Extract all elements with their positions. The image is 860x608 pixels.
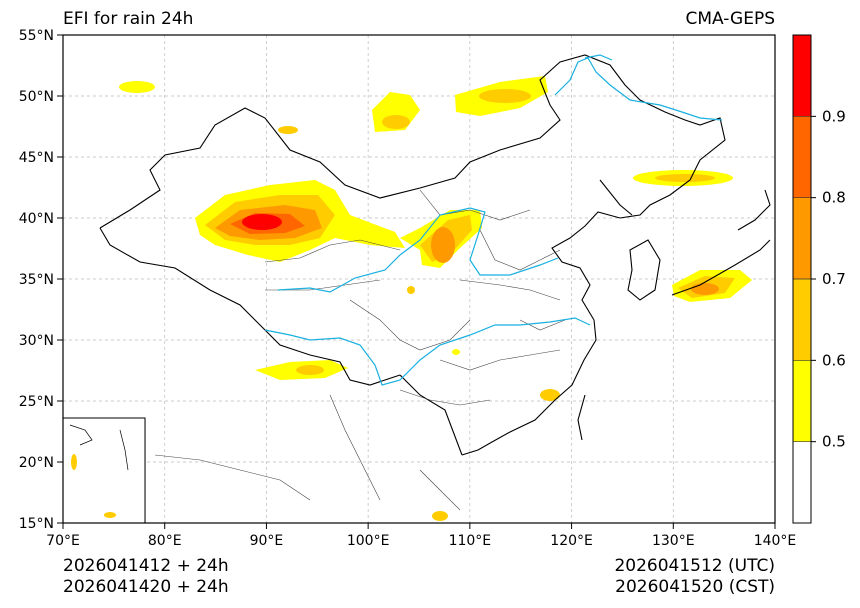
lat-label-40: 40°N — [19, 211, 54, 227]
efi-patch-nw — [119, 81, 155, 93]
colorbar-label-0.6: 0.6 — [822, 351, 846, 369]
init-time-utc: 2026041412 + 24h — [63, 556, 229, 576]
model-name: CMA-GEPS — [685, 9, 775, 29]
efi-patch-japan-orange — [691, 283, 719, 295]
province-borders — [154, 189, 566, 511]
colorbar-label-0.9: 0.9 — [822, 107, 846, 125]
lat-label-20: 20°N — [19, 455, 54, 471]
efi-patch-south — [432, 511, 448, 521]
init-time-block: 2026041412 + 24h 2026041420 + 24h — [63, 556, 229, 598]
lon-label-130: 130°E — [652, 533, 695, 549]
lat-label-55: 55°N — [19, 28, 54, 44]
colorbar-label-0.7: 0.7 — [822, 270, 846, 288]
lat-label-30: 30°N — [19, 333, 54, 349]
colorbar-label-0.5: 0.5 — [822, 433, 846, 451]
colorbar-segment-below — [793, 441, 811, 523]
axis-ticks — [57, 34, 776, 529]
colorbar-frame — [792, 34, 812, 524]
lat-label-35: 35°N — [19, 272, 54, 288]
efi-patch-east-mongolia-orange — [479, 89, 531, 103]
valid-time-cst: 2026041520 (CST) — [615, 577, 775, 597]
efi-patch-small — [278, 126, 298, 134]
colorbar-segment-0.7 — [793, 197, 811, 279]
efi-dot-1 — [407, 286, 415, 294]
efi-patch-south-tibet-gold — [296, 365, 324, 375]
colorbar-label-0.8: 0.8 — [822, 189, 846, 207]
lon-label-70: 70°E — [46, 533, 80, 549]
colorbar-segment-0.9 — [793, 35, 811, 117]
axis-labels: 70°E 80°E 90°E 100°E 110°E 120°E 130°E 140°E 15°… — [19, 28, 797, 549]
lon-label-140: 140°E — [754, 533, 797, 549]
valid-time-utc: 2026041512 (UTC) — [614, 556, 775, 576]
colorbar-segment-0.8 — [793, 116, 811, 198]
lon-label-100: 100°E — [347, 533, 390, 549]
colorbar-segment-0.6 — [793, 279, 811, 361]
efi-patch-mongolia-orange — [382, 115, 410, 129]
colorbar-segment-0.5 — [793, 360, 811, 442]
map-title: EFI for rain 24h — [63, 9, 194, 29]
efi-shading — [119, 76, 752, 521]
inset-contents — [69, 424, 129, 518]
lat-label-25: 25°N — [19, 394, 54, 410]
efi-dot-2 — [452, 349, 460, 355]
efi-patch-northeast-gold — [655, 174, 715, 182]
lon-label-110: 110°E — [449, 533, 492, 549]
lat-label-50: 50°N — [19, 89, 54, 105]
valid-time-block: 2026041512 (UTC) 2026041520 (CST) — [614, 556, 775, 598]
lon-label-120: 120°E — [550, 533, 593, 549]
efi-patch-taiwan-strait — [540, 389, 560, 401]
lat-label-15: 15°N — [19, 516, 54, 532]
lon-label-80: 80°E — [148, 533, 182, 549]
init-time-cst: 2026041420 + 24h — [63, 577, 229, 597]
rivers — [264, 54, 723, 386]
efi-patch-northwest-red — [242, 214, 282, 230]
colorbar: 0.5 0.6 0.7 0.8 0.9 — [792, 34, 846, 524]
inset-south-china-sea — [62, 417, 146, 524]
lon-label-90: 90°E — [250, 533, 284, 549]
efi-patch-loess-orange — [431, 227, 455, 263]
graticule — [63, 35, 775, 523]
lat-label-45: 45°N — [19, 150, 54, 166]
